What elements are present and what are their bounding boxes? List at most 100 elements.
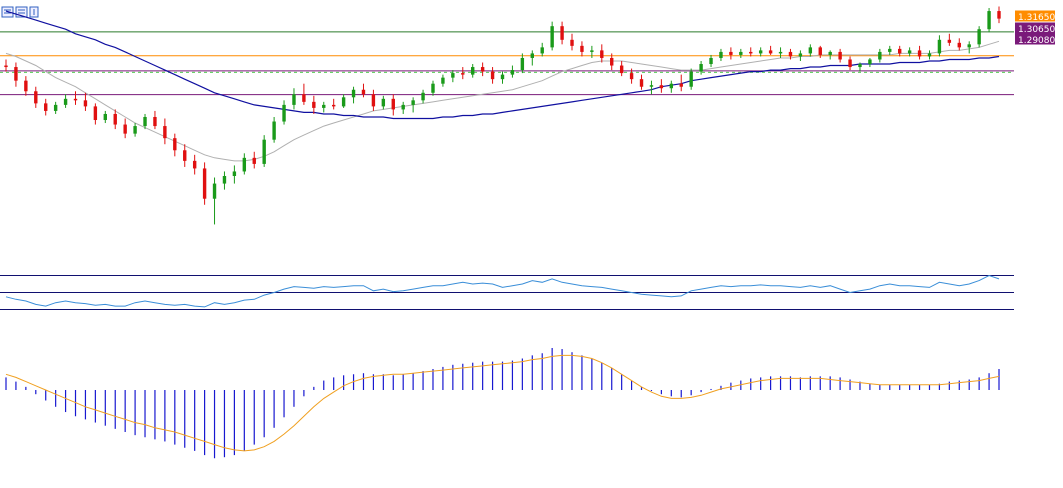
candle-body bbox=[868, 59, 872, 65]
candle-body bbox=[659, 85, 664, 89]
candle-body bbox=[778, 51, 783, 54]
candle-body bbox=[808, 47, 813, 54]
candle-body bbox=[580, 45, 584, 52]
candle-body bbox=[788, 51, 793, 57]
candle-body bbox=[103, 113, 107, 121]
candle-body bbox=[292, 94, 296, 105]
candle-body bbox=[471, 67, 475, 75]
candle-body bbox=[699, 64, 703, 72]
rsi-panel bbox=[0, 274, 1014, 310]
candle-body bbox=[34, 91, 38, 104]
ma-fast-line bbox=[5, 40, 1000, 162]
bracket-icon[interactable] bbox=[29, 6, 39, 18]
candle-body bbox=[848, 59, 852, 68]
candle-body bbox=[183, 150, 187, 161]
candle-body bbox=[570, 39, 574, 46]
candle-body bbox=[927, 53, 932, 57]
candle-body bbox=[987, 11, 991, 30]
candle-body bbox=[590, 50, 594, 52]
candle-body bbox=[252, 157, 256, 164]
candle-body bbox=[540, 47, 544, 54]
rsi-line bbox=[5, 274, 1000, 308]
price-tag: 1.31650 bbox=[1015, 10, 1055, 23]
macd-panel bbox=[5, 348, 1000, 459]
candle-body bbox=[4, 65, 8, 68]
candle-body bbox=[480, 67, 485, 72]
candle-body bbox=[312, 101, 316, 108]
candle-body bbox=[113, 113, 117, 125]
candle-body bbox=[937, 39, 942, 54]
candle-body bbox=[461, 73, 465, 75]
candle-body bbox=[798, 53, 803, 57]
candle-body bbox=[282, 104, 286, 122]
candle-body bbox=[947, 39, 952, 43]
candle-body bbox=[838, 51, 842, 60]
price-tag-label: 1.29080 bbox=[1018, 36, 1055, 46]
candle-body bbox=[600, 50, 604, 58]
candle-body bbox=[768, 50, 773, 54]
candle-body bbox=[63, 98, 68, 105]
candle-body bbox=[490, 71, 495, 80]
candle-body bbox=[44, 103, 48, 111]
candle-body bbox=[530, 53, 534, 58]
candle-body bbox=[262, 139, 266, 164]
price-tag-bg bbox=[1015, 22, 1055, 34]
candle-body bbox=[689, 71, 693, 87]
candle-body bbox=[153, 116, 157, 127]
candle-body bbox=[341, 97, 346, 107]
candle-body bbox=[500, 74, 505, 80]
candle-body bbox=[123, 124, 127, 134]
price-tag-label: 1.31650 bbox=[1018, 13, 1055, 23]
candle-body bbox=[163, 126, 167, 139]
candle-body bbox=[917, 50, 922, 57]
moving-averages bbox=[5, 10, 1000, 162]
candle-body bbox=[371, 94, 376, 107]
candle-body bbox=[997, 11, 1001, 19]
candle-body bbox=[441, 77, 445, 84]
candle-body bbox=[729, 51, 733, 55]
candle-body bbox=[560, 26, 564, 40]
candle-body bbox=[709, 57, 713, 65]
candle-body bbox=[719, 51, 723, 58]
candle-body bbox=[212, 183, 217, 199]
candle-body bbox=[361, 89, 366, 95]
candle-body bbox=[967, 44, 971, 48]
price-tag: 1.30650 bbox=[1015, 22, 1055, 35]
candle-body bbox=[957, 42, 961, 48]
candle-body bbox=[302, 94, 306, 102]
candle-body bbox=[510, 70, 515, 75]
candle-body bbox=[907, 50, 912, 54]
candle-body bbox=[381, 98, 386, 107]
price-tag: 1.29080 bbox=[1015, 33, 1055, 46]
candle-body bbox=[828, 51, 832, 55]
candle-body bbox=[411, 100, 415, 105]
candle-body bbox=[222, 176, 227, 184]
candlesticks bbox=[4, 6, 1001, 225]
candle-body bbox=[610, 57, 614, 66]
candle-body bbox=[173, 138, 177, 151]
candle-body bbox=[649, 85, 654, 87]
candle-body bbox=[73, 98, 78, 101]
candle-body bbox=[14, 67, 18, 81]
candle-body bbox=[669, 83, 674, 89]
price-tag-bg bbox=[1015, 33, 1055, 45]
candle-body bbox=[421, 92, 425, 101]
candle-body bbox=[24, 80, 28, 92]
candle-body bbox=[451, 73, 455, 78]
candle-body bbox=[192, 160, 197, 169]
candle-body bbox=[232, 171, 237, 177]
candle-body bbox=[639, 79, 644, 87]
candle-body bbox=[202, 168, 207, 199]
candle-body bbox=[143, 116, 147, 127]
candle-body bbox=[619, 65, 624, 74]
candle-body bbox=[749, 51, 753, 54]
macd-signal-line bbox=[5, 354, 1000, 452]
candle-body bbox=[888, 48, 892, 52]
candle-body bbox=[520, 57, 525, 71]
calendar-icon[interactable] bbox=[15, 6, 28, 18]
candle-body bbox=[242, 157, 247, 172]
candle-body bbox=[351, 89, 356, 98]
price-tag-bg bbox=[1015, 10, 1055, 22]
